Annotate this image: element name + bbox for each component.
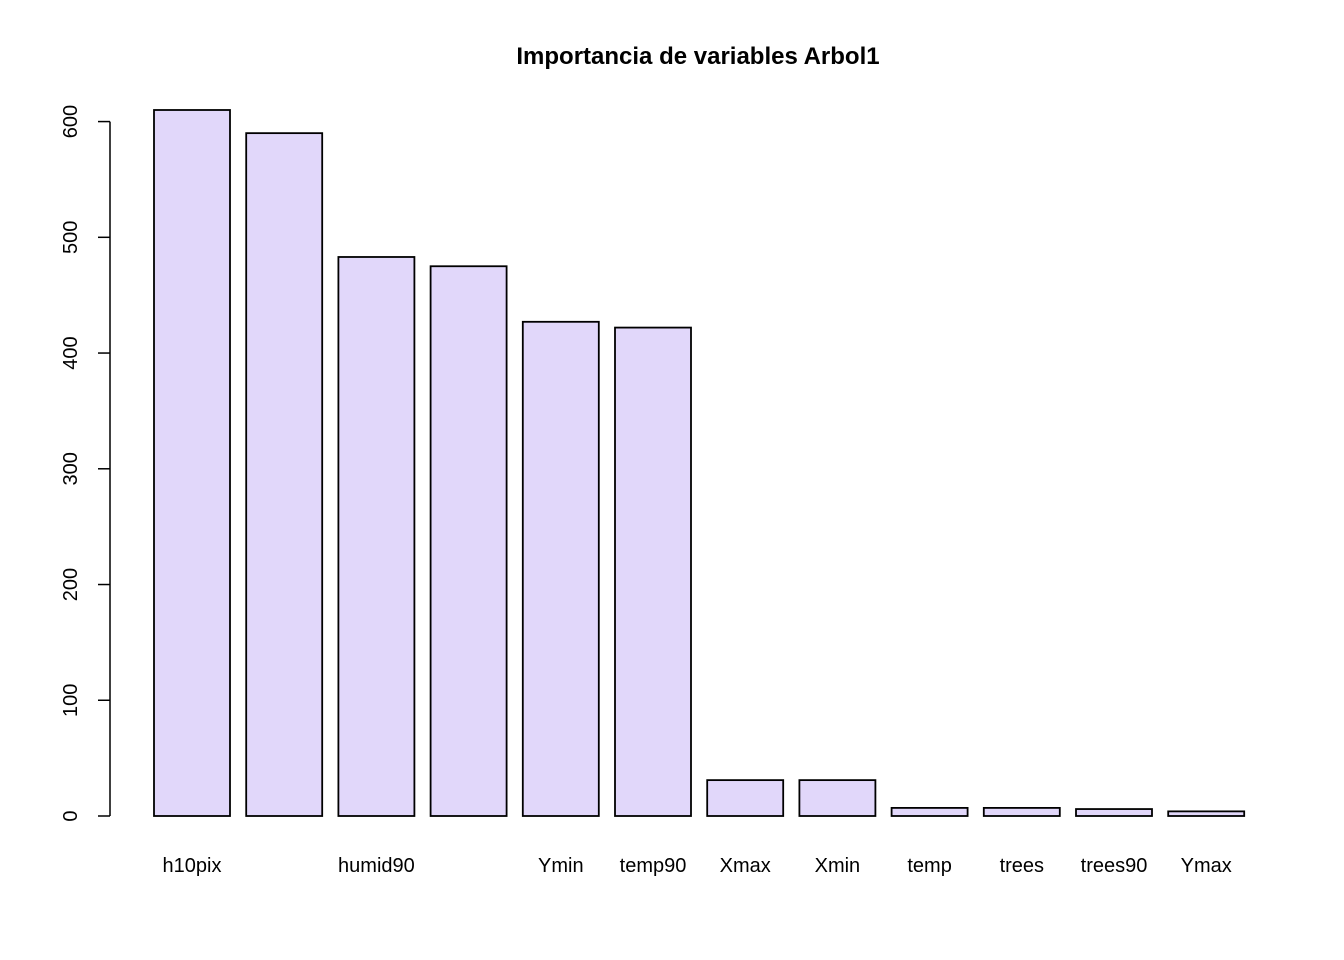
bars (153, 109, 1246, 817)
y-tick-label: 100 (60, 684, 82, 717)
y-tick-label: 600 (60, 105, 82, 138)
x-tick-label: Ymin (538, 855, 584, 877)
x-tick-label: Ymax (1181, 855, 1232, 877)
x-tick-label: temp (907, 855, 951, 877)
chart-title: Importancia de variables Arbol1 (516, 43, 879, 70)
x-tick-label: humid90 (338, 855, 415, 877)
x-tick-label: temp90 (620, 855, 687, 877)
bar (1167, 810, 1246, 817)
y-tick-label: 300 (60, 452, 82, 485)
bar (153, 109, 231, 817)
y-tick-label: 400 (60, 336, 82, 369)
x-tick-label: h10pix (163, 855, 222, 877)
y-tick-label: 500 (60, 221, 82, 254)
bar (890, 806, 969, 817)
bar (1075, 808, 1153, 817)
bar (521, 320, 600, 817)
bar (706, 779, 785, 817)
bar (429, 265, 508, 817)
x-tick-label: Xmax (720, 855, 771, 877)
y-axis: 0 100 200 300 400 500 600 (60, 105, 111, 822)
bar (982, 806, 1061, 817)
y-tick-label: 0 (60, 810, 82, 821)
bar (337, 256, 416, 817)
x-tick-label: trees90 (1081, 855, 1148, 877)
x-tick-label: Xmin (815, 855, 861, 877)
y-tick-label: 200 (60, 568, 82, 601)
bar (614, 326, 692, 817)
x-tick-label: trees (1000, 855, 1044, 877)
bar (245, 132, 324, 817)
bar (798, 779, 877, 817)
x-tick-labels: h10pix humid90 Ymin temp90 Xmax Xmin temp trees… (163, 855, 1232, 877)
